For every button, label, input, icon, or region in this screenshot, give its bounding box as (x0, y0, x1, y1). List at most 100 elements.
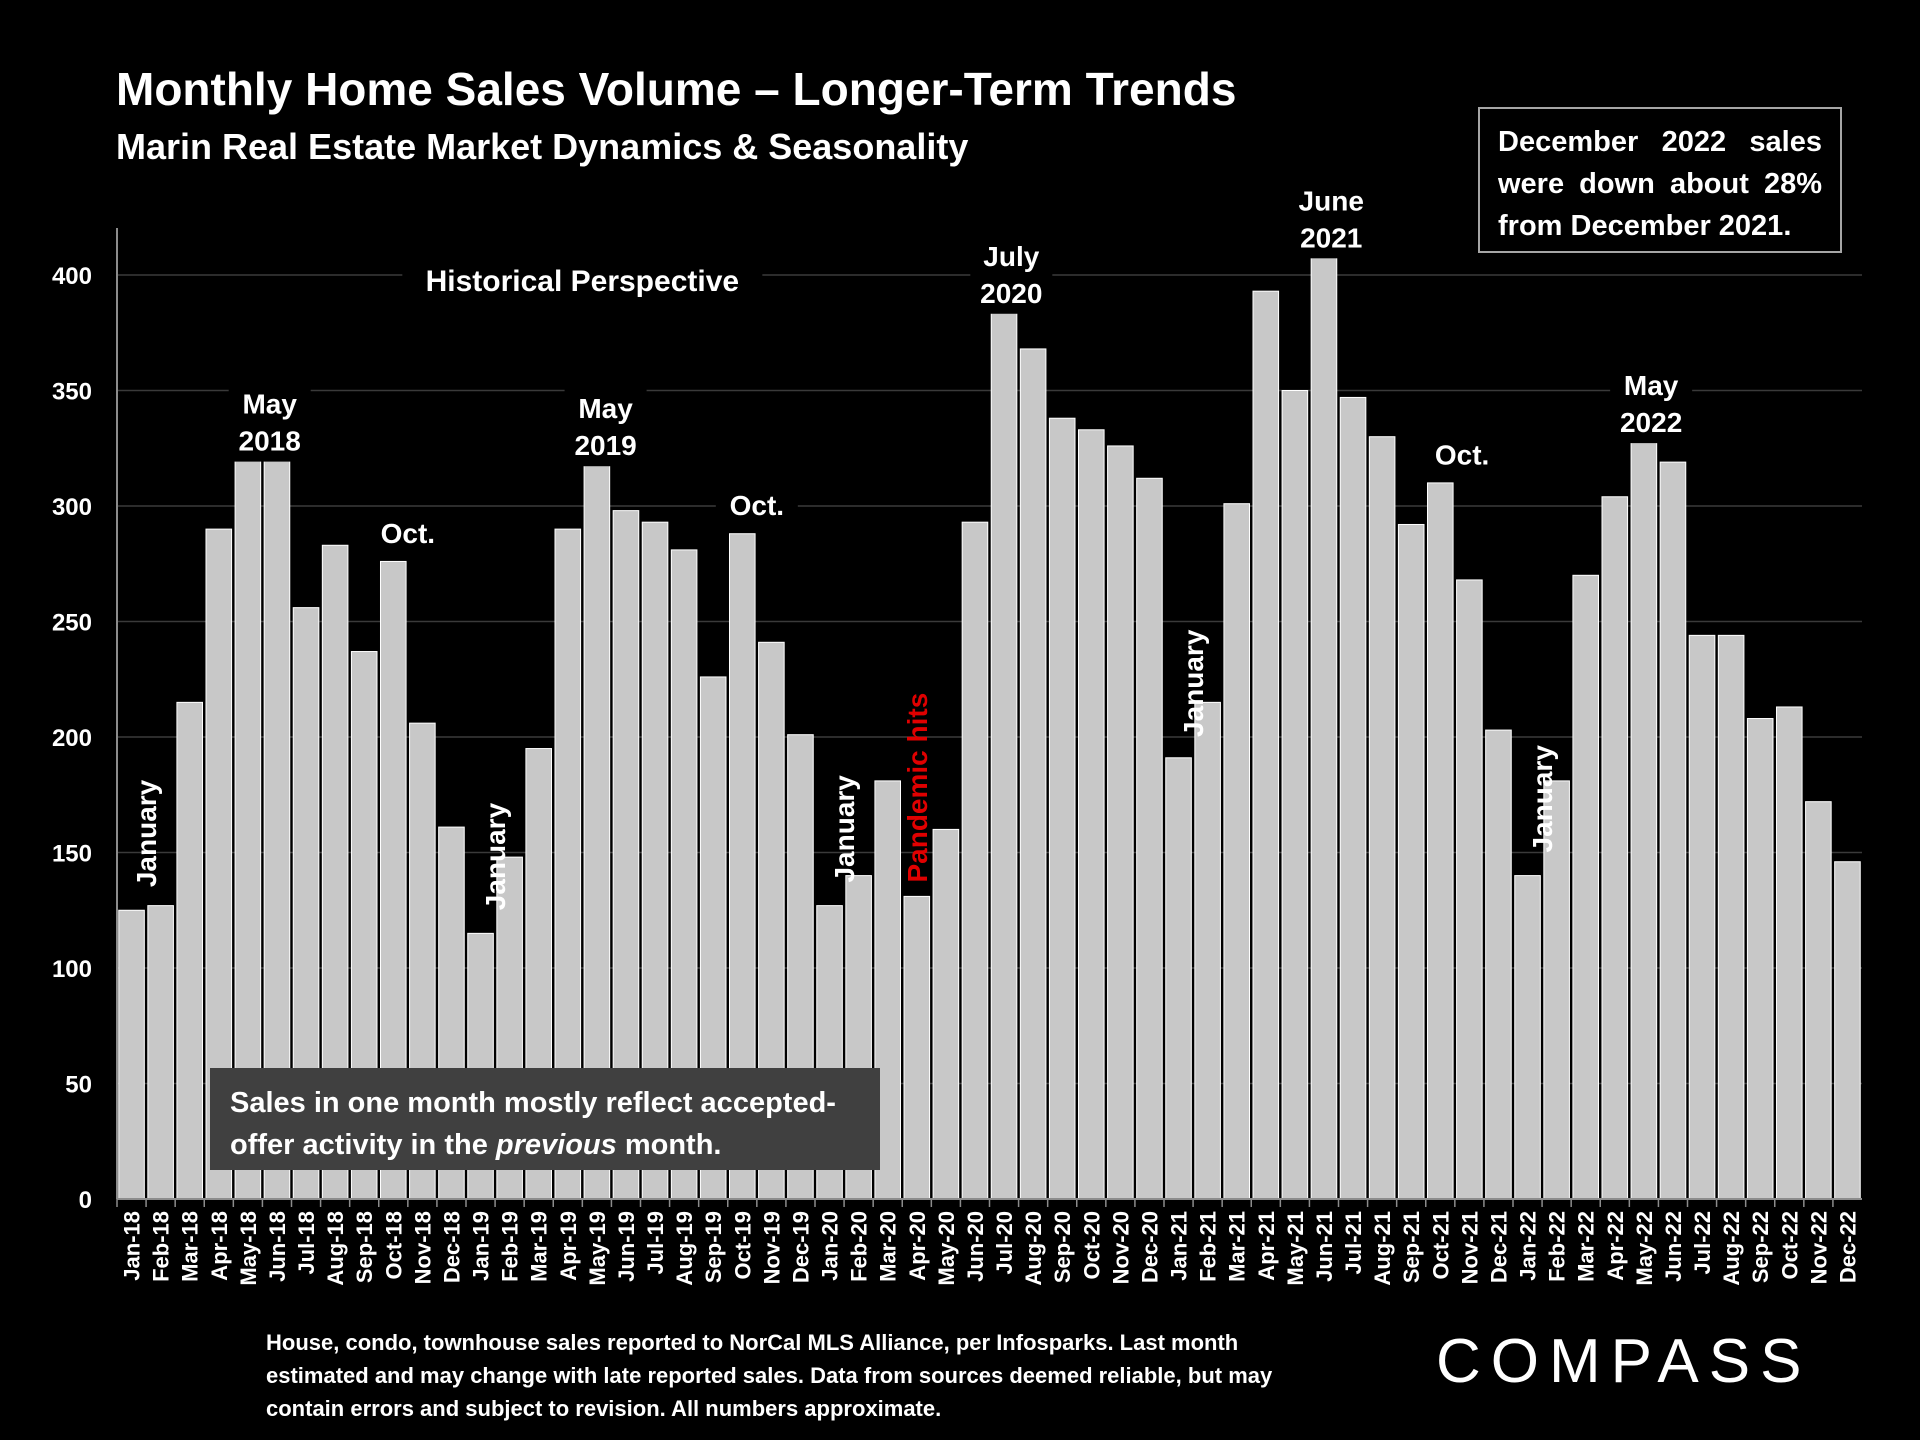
x-tick-label: Jun-21 (1312, 1211, 1337, 1282)
annotation-backing (564, 386, 647, 467)
bar (1019, 348, 1047, 1200)
x-tick-label: Jun-19 (614, 1211, 639, 1282)
x-tick-label: Aug-22 (1719, 1211, 1744, 1286)
x-tick-label: Nov-19 (759, 1211, 784, 1284)
bar (1107, 445, 1134, 1200)
bar (1281, 390, 1309, 1200)
bar (1834, 861, 1861, 1200)
note-part1: Sales in one month mostly reflect accept… (230, 1087, 836, 1161)
x-tick-label: Nov-21 (1457, 1211, 1482, 1284)
y-tick-label: 250 (52, 610, 92, 637)
x-tick-label: Oct-18 (381, 1211, 406, 1279)
x-tick-label: Feb-19 (498, 1211, 523, 1282)
x-tick-label: Mar-19 (527, 1211, 552, 1282)
bar (1630, 420, 1658, 1200)
annotation-label: Oct. (730, 490, 784, 521)
january-label: January (1527, 745, 1558, 853)
bar (1485, 729, 1512, 1200)
x-tick-label: Jan-18 (120, 1211, 145, 1281)
bar (1252, 290, 1280, 1200)
bar (961, 521, 989, 1200)
bar (118, 909, 145, 1200)
x-tick-label: Jul-18 (294, 1211, 319, 1275)
bar (1339, 396, 1367, 1200)
chart-subtitle: Marin Real Estate Market Dynamics & Seas… (116, 126, 969, 167)
x-tick-label: May-19 (585, 1211, 610, 1286)
y-tick-label: 400 (52, 263, 92, 290)
x-tick-label: Jan-22 (1516, 1211, 1541, 1281)
x-tick-label: May-22 (1632, 1211, 1657, 1286)
bar (147, 905, 174, 1200)
x-tick-label: Sep-18 (352, 1211, 377, 1283)
x-tick-label: Jul-22 (1690, 1211, 1715, 1275)
x-tick-label: Oct-19 (730, 1211, 755, 1279)
note-part2: month. (616, 1129, 722, 1161)
x-tick-label: Jan-19 (469, 1211, 494, 1281)
x-tick-label: Feb-18 (149, 1211, 174, 1282)
bar (1456, 579, 1483, 1200)
annotation-label: 2019 (574, 430, 636, 461)
annotation-label: July (983, 241, 1039, 272)
annotation-backing (1421, 432, 1504, 476)
annotation-backing (1610, 363, 1693, 444)
bar (1717, 634, 1745, 1200)
january-label: January (480, 802, 511, 910)
x-tick-label: Apr-22 (1603, 1211, 1628, 1281)
bar (990, 288, 1018, 1200)
annotation-backing (715, 483, 798, 527)
x-tick-label: Feb-22 (1545, 1211, 1570, 1282)
y-tick-label: 350 (52, 379, 92, 406)
x-tick-label: Mar-21 (1225, 1211, 1250, 1282)
x-tick-label: Apr-19 (556, 1211, 581, 1281)
january-label: January (131, 779, 162, 887)
x-tick-label: Jul-20 (992, 1211, 1017, 1275)
note-emphasis: previous (495, 1129, 617, 1161)
x-tick-label: Feb-20 (847, 1211, 872, 1282)
annotation-label: 2022 (1620, 407, 1682, 438)
x-tick-label: Oct-22 (1777, 1211, 1802, 1279)
bar (1688, 634, 1716, 1200)
annotations: Historical Perspective May 2018 Oct. May 2019… (131, 178, 1693, 910)
annotation-label: 2018 (239, 426, 301, 457)
bar (1077, 429, 1105, 1200)
x-tick-label: Mar-18 (178, 1211, 203, 1282)
annotation-label: May (1624, 370, 1679, 401)
annotation-label: Oct. (1435, 439, 1489, 470)
bar (1601, 496, 1629, 1200)
x-tick-label: Aug-20 (1021, 1211, 1046, 1286)
x-tick-label: Oct-21 (1428, 1211, 1453, 1279)
january-label: January (829, 775, 860, 883)
x-tick-label: Jun-20 (963, 1211, 988, 1282)
bar (1136, 477, 1163, 1200)
bar (1397, 523, 1425, 1200)
annotation-label: 2021 (1300, 222, 1362, 253)
note-box: Sales in one month mostly reflect accept… (210, 1068, 880, 1170)
x-tick-label: May-18 (236, 1211, 261, 1286)
x-tick-label: Jun-18 (265, 1211, 290, 1282)
y-tick-label: 0 (79, 1187, 92, 1214)
x-tick-label: Jul-19 (643, 1211, 668, 1275)
bar (1514, 875, 1541, 1200)
x-tick-label: Nov-20 (1108, 1211, 1133, 1284)
x-tick-label: May-20 (934, 1211, 959, 1286)
x-tick-label: Nov-18 (410, 1211, 435, 1284)
bar (1194, 701, 1221, 1200)
x-tick-label: Sep-19 (701, 1211, 726, 1283)
x-tick-label: Dec-22 (1835, 1211, 1860, 1283)
bar (903, 895, 931, 1200)
x-tick-label: Aug-18 (323, 1211, 348, 1286)
x-tick-label: May-21 (1283, 1211, 1308, 1286)
annotation-label: Oct. (381, 518, 435, 549)
annotation-label: May (242, 389, 297, 420)
x-tick-label: Oct-20 (1079, 1211, 1104, 1279)
x-tick-label: Aug-21 (1370, 1211, 1395, 1286)
y-tick-label: 200 (52, 725, 92, 752)
bar (176, 701, 204, 1200)
compass-logo: COMPASS (1436, 1327, 1812, 1396)
bar (1165, 757, 1192, 1200)
x-tick-label: Feb-21 (1196, 1211, 1221, 1282)
january-label: January (1178, 629, 1209, 737)
bar (1805, 801, 1832, 1200)
bar (932, 828, 960, 1200)
x-tick-label: Apr-21 (1254, 1211, 1279, 1281)
